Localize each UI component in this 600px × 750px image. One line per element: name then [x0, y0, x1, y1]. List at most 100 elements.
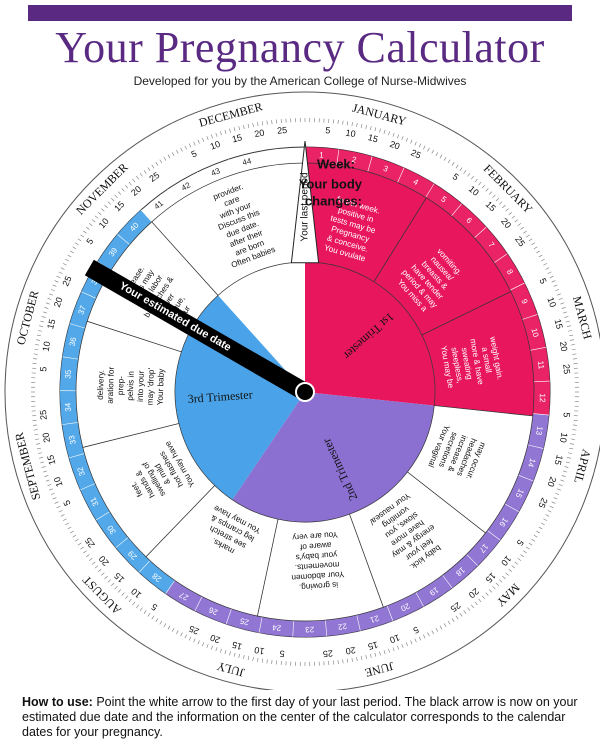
date-tick [45, 302, 50, 305]
week-divider [194, 596, 203, 612]
date-tick [40, 320, 45, 323]
date-tick [60, 514, 65, 517]
last-period-arrow[interactable] [290, 140, 320, 264]
date-tick [188, 143, 192, 148]
date-tick [176, 149, 179, 154]
date-tick [474, 178, 478, 183]
date-tick [184, 145, 187, 150]
date-tick [558, 298, 563, 300]
week-divider [117, 234, 130, 245]
center-pivot[interactable] [295, 382, 315, 402]
date-tick [392, 132, 395, 137]
week-header: Week: [317, 156, 355, 171]
date-tick [374, 652, 377, 657]
week-number: 14 [526, 457, 537, 469]
date-tick [383, 129, 386, 134]
date-tick [202, 642, 205, 647]
week-number: 22 [337, 621, 348, 631]
date-tick [94, 565, 99, 569]
date-number: 5 [61, 499, 72, 508]
date-tick [159, 620, 163, 625]
date-tick [176, 630, 179, 635]
due-date-arrow[interactable] [84, 259, 310, 400]
date-tick [536, 530, 541, 534]
week-number: 13 [534, 426, 544, 437]
date-tick [410, 139, 413, 144]
week-number: 1 [319, 151, 325, 160]
week-ring-band [165, 413, 549, 637]
week-divider [80, 483, 96, 491]
date-tick [80, 234, 85, 238]
date-tick [75, 538, 79, 542]
date-number: 10 [129, 586, 143, 600]
page-subtitle: Developed for you by the American Colleg… [133, 74, 467, 88]
date-number: 15 [553, 318, 565, 330]
date-tick [414, 141, 417, 146]
date-tick [481, 595, 485, 599]
date-tick [34, 348, 39, 351]
date-tick [569, 339, 575, 341]
date-tick [374, 127, 377, 132]
date-tick [77, 542, 82, 546]
date-tick [370, 653, 372, 658]
date-tick [505, 208, 509, 212]
date-tick [564, 466, 569, 468]
date-tick [495, 582, 499, 586]
date-tick [163, 623, 167, 628]
date-tick [431, 630, 434, 635]
date-number: 15 [367, 132, 379, 144]
date-number: 5 [38, 366, 48, 372]
date-number: 25 [409, 147, 422, 160]
date-tick [243, 655, 245, 660]
date-tick [88, 557, 93, 561]
week-number: 37 [76, 304, 88, 316]
date-number: 10 [209, 139, 222, 152]
date-tick [101, 572, 105, 576]
date-tick [492, 194, 496, 198]
date-tick [151, 615, 155, 620]
week-number: 20 [399, 601, 411, 613]
date-tick [58, 271, 63, 274]
week-divider [487, 530, 501, 541]
date-tick [111, 198, 115, 202]
date-number: 10 [97, 216, 111, 230]
week-number: 35 [63, 369, 73, 379]
date-tick [388, 648, 390, 653]
date-tick [47, 298, 52, 300]
date-tick [523, 550, 527, 554]
date-tick [266, 659, 268, 664]
date-tick [155, 162, 159, 166]
date-tick [136, 604, 140, 609]
date-tick [508, 212, 512, 216]
body-change-text: aware of [299, 540, 332, 551]
date-number: 25 [561, 364, 572, 375]
date-tick [495, 198, 499, 202]
date-tick [83, 550, 87, 554]
week-divider [518, 474, 534, 482]
week-divider [292, 620, 294, 637]
date-tick [128, 181, 132, 186]
date-number: 5 [412, 624, 421, 635]
date-tick [360, 123, 363, 128]
date-tick [499, 201, 503, 205]
date-number: 10 [545, 296, 558, 309]
body-changes-header-2: changes: [305, 193, 362, 208]
date-number: 5 [537, 277, 548, 286]
how-to-use-label: How to use: [22, 695, 93, 709]
date-tick [167, 625, 171, 630]
date-tick [485, 188, 489, 192]
date-tick [561, 307, 566, 309]
date-tick [502, 204, 506, 209]
week-divider [167, 188, 178, 203]
date-tick [514, 219, 519, 223]
date-tick [45, 479, 50, 482]
date-tick [455, 615, 459, 620]
date-tick [379, 128, 381, 133]
date-tick [233, 127, 236, 132]
date-tick [229, 128, 231, 133]
date-tick [553, 284, 558, 287]
how-to-use: How to use: Point the white arrow to the… [22, 695, 582, 740]
date-tick [128, 598, 132, 603]
date-tick [511, 565, 516, 569]
